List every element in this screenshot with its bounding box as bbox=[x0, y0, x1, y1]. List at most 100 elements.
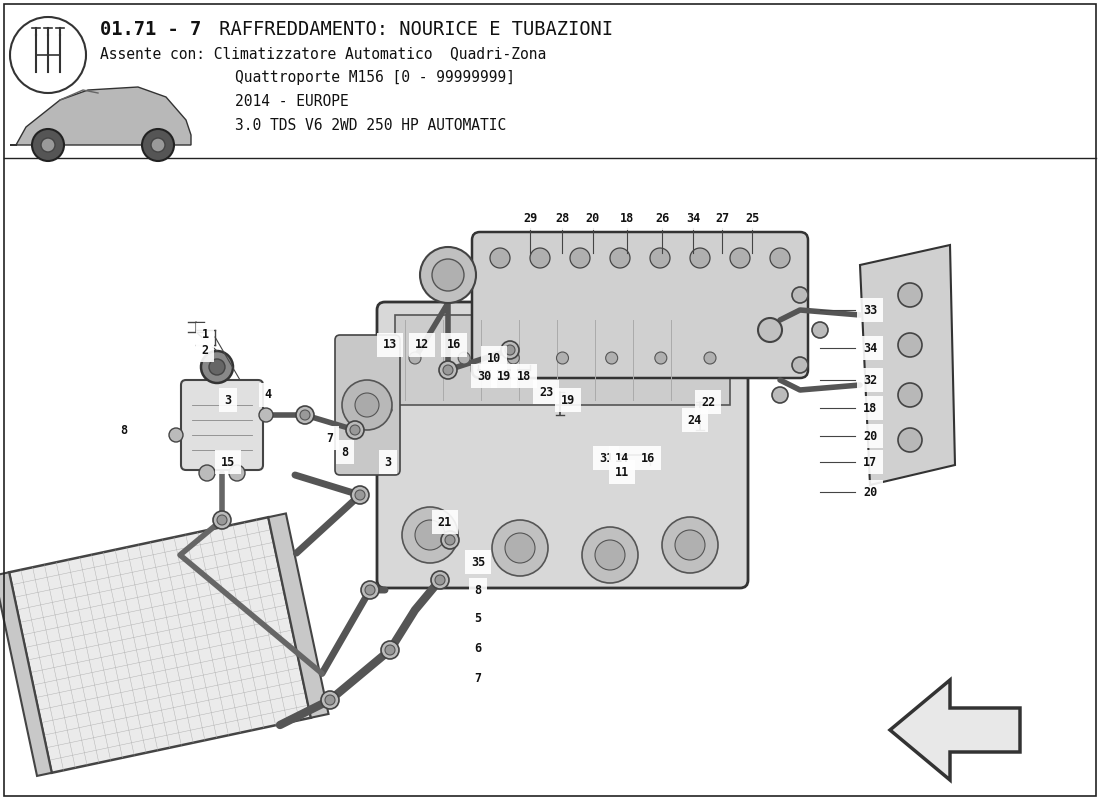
Circle shape bbox=[654, 352, 667, 364]
Circle shape bbox=[792, 287, 808, 303]
Circle shape bbox=[258, 408, 273, 422]
Text: RAFFREDDAMENTO: NOURICE E TUBAZIONI: RAFFREDDAMENTO: NOURICE E TUBAZIONI bbox=[208, 20, 613, 39]
Circle shape bbox=[530, 248, 550, 268]
Text: 24: 24 bbox=[688, 414, 702, 426]
Text: 20: 20 bbox=[862, 486, 877, 498]
Circle shape bbox=[792, 357, 808, 373]
Circle shape bbox=[443, 365, 453, 375]
Circle shape bbox=[505, 533, 535, 563]
Circle shape bbox=[409, 352, 421, 364]
Circle shape bbox=[217, 515, 227, 525]
Text: 29: 29 bbox=[522, 211, 537, 225]
Circle shape bbox=[690, 248, 710, 268]
Circle shape bbox=[342, 380, 392, 430]
Text: 11: 11 bbox=[615, 466, 629, 478]
Circle shape bbox=[662, 517, 718, 573]
Circle shape bbox=[434, 575, 446, 585]
Circle shape bbox=[420, 247, 476, 303]
Circle shape bbox=[557, 352, 569, 364]
Circle shape bbox=[142, 129, 174, 161]
Text: 3: 3 bbox=[224, 394, 232, 406]
Text: 5: 5 bbox=[474, 611, 482, 625]
Polygon shape bbox=[10, 87, 191, 145]
Text: 6: 6 bbox=[474, 642, 482, 654]
Circle shape bbox=[296, 406, 314, 424]
Text: 31: 31 bbox=[598, 451, 613, 465]
Text: 16: 16 bbox=[641, 451, 656, 465]
Text: 34: 34 bbox=[862, 342, 877, 354]
Text: 28: 28 bbox=[554, 211, 569, 225]
Circle shape bbox=[432, 259, 464, 291]
Text: 3: 3 bbox=[384, 455, 392, 469]
Circle shape bbox=[355, 490, 365, 500]
Text: 32: 32 bbox=[862, 374, 877, 386]
Text: 19: 19 bbox=[561, 394, 575, 406]
Circle shape bbox=[492, 520, 548, 576]
FancyBboxPatch shape bbox=[472, 232, 808, 378]
Circle shape bbox=[361, 581, 379, 599]
Circle shape bbox=[32, 129, 64, 161]
Circle shape bbox=[151, 138, 165, 152]
Circle shape bbox=[446, 535, 455, 545]
Circle shape bbox=[229, 465, 245, 481]
Circle shape bbox=[324, 695, 336, 705]
Text: 21: 21 bbox=[438, 515, 452, 529]
Circle shape bbox=[490, 248, 510, 268]
Text: 14: 14 bbox=[615, 451, 629, 465]
Circle shape bbox=[350, 425, 360, 435]
Text: 01.71 - 7: 01.71 - 7 bbox=[100, 20, 201, 39]
Text: 7: 7 bbox=[327, 431, 333, 445]
Text: 8: 8 bbox=[341, 446, 349, 458]
Text: 16: 16 bbox=[447, 338, 461, 351]
Text: 20: 20 bbox=[586, 211, 601, 225]
Text: 7: 7 bbox=[474, 671, 482, 685]
Circle shape bbox=[730, 248, 750, 268]
Circle shape bbox=[355, 393, 380, 417]
Circle shape bbox=[898, 333, 922, 357]
Circle shape bbox=[459, 352, 470, 364]
Circle shape bbox=[439, 361, 456, 379]
Polygon shape bbox=[860, 245, 955, 485]
Circle shape bbox=[812, 322, 828, 338]
Circle shape bbox=[365, 585, 375, 595]
Circle shape bbox=[595, 540, 625, 570]
Text: 1: 1 bbox=[201, 329, 209, 342]
Text: 23: 23 bbox=[539, 386, 553, 398]
Circle shape bbox=[213, 511, 231, 529]
Text: 2014 - EUROPE: 2014 - EUROPE bbox=[235, 94, 349, 109]
Circle shape bbox=[505, 345, 515, 355]
Circle shape bbox=[758, 318, 782, 342]
Circle shape bbox=[772, 387, 788, 403]
Text: 15: 15 bbox=[221, 455, 235, 469]
Text: 4: 4 bbox=[264, 389, 272, 402]
Circle shape bbox=[381, 641, 399, 659]
Text: 18: 18 bbox=[620, 211, 634, 225]
FancyBboxPatch shape bbox=[377, 302, 748, 588]
Circle shape bbox=[704, 352, 716, 364]
FancyBboxPatch shape bbox=[336, 335, 400, 475]
Circle shape bbox=[431, 571, 449, 589]
Circle shape bbox=[606, 352, 618, 364]
Circle shape bbox=[415, 520, 446, 550]
Circle shape bbox=[898, 383, 922, 407]
Circle shape bbox=[346, 421, 364, 439]
Text: 17: 17 bbox=[862, 455, 877, 469]
Text: 34: 34 bbox=[686, 211, 700, 225]
Circle shape bbox=[500, 341, 519, 359]
Text: 33: 33 bbox=[862, 303, 877, 317]
Circle shape bbox=[675, 530, 705, 560]
Text: 12: 12 bbox=[415, 338, 429, 351]
Text: 20: 20 bbox=[862, 430, 877, 442]
Text: 8: 8 bbox=[120, 423, 128, 437]
Text: 18: 18 bbox=[517, 370, 531, 382]
Circle shape bbox=[582, 527, 638, 583]
Circle shape bbox=[169, 428, 183, 442]
Polygon shape bbox=[0, 572, 52, 776]
FancyBboxPatch shape bbox=[182, 380, 263, 470]
Text: 3.0 TDS V6 2WD 250 HP AUTOMATIC: 3.0 TDS V6 2WD 250 HP AUTOMATIC bbox=[235, 118, 506, 133]
Circle shape bbox=[507, 352, 519, 364]
Circle shape bbox=[570, 248, 590, 268]
Circle shape bbox=[41, 138, 55, 152]
Text: 13: 13 bbox=[383, 338, 397, 351]
Circle shape bbox=[610, 248, 630, 268]
